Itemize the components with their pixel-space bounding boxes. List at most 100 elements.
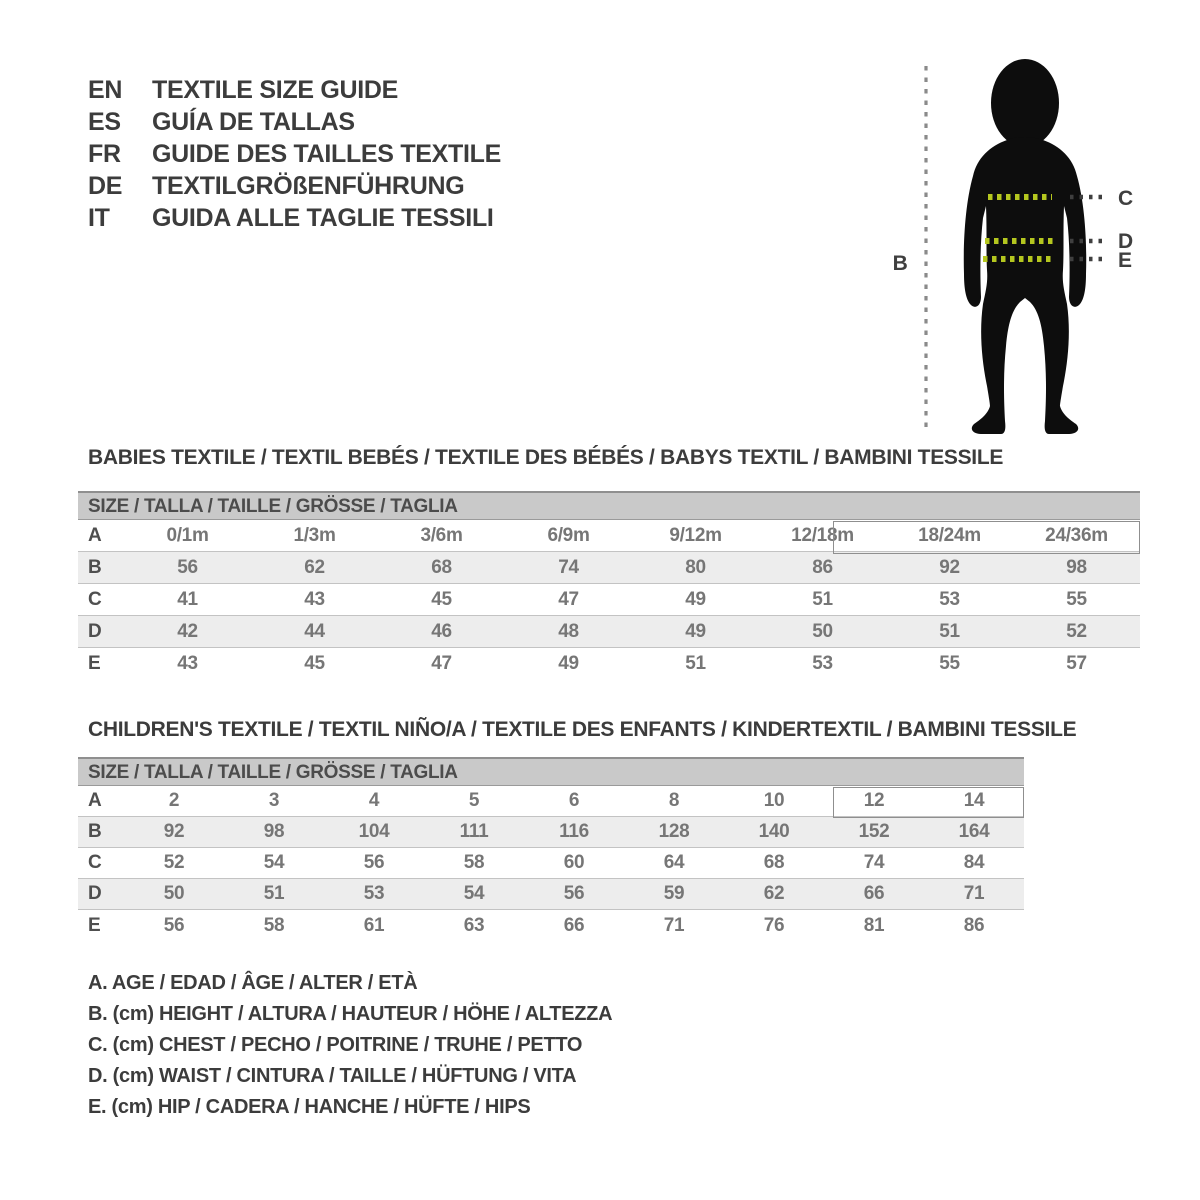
table-cell: 49 [685, 620, 706, 642]
language-code: IT [88, 204, 110, 232]
table-cell: 4 [368, 790, 380, 811]
table-row-B: B 92 98 104 111 116 128 140 152 164 [78, 817, 1024, 848]
table-cell: 56 [563, 883, 585, 904]
language-title: GUIDA ALLE TAGLIE TESSILI [152, 204, 494, 232]
row-label: E [88, 914, 101, 936]
language-list: EN TEXTILE SIZE GUIDE ES GUÍA DE TALLAS FR GU… [88, 74, 501, 234]
table-cell: 62 [763, 883, 785, 904]
table-row-B: B 56 62 68 74 80 86 92 98 [78, 552, 1140, 584]
table-cell: 62 [304, 556, 325, 578]
table-cell: 56 [177, 556, 198, 578]
table-cell: 43 [304, 588, 325, 610]
table-cell: 12 [863, 790, 885, 811]
table-cell: 54 [463, 883, 485, 904]
children-table-body: A 2 3 4 5 6 8 10 12 14 B 92 98 104 111 116 128 140 152 164 C… [78, 786, 1024, 941]
row-label: C [88, 852, 102, 873]
babies-table-body: A 0/1m 1/3m 3/6m 6/9m 9/12m 12/18m 18/24m 24/36m… [78, 520, 1140, 680]
silhouette-body [963, 137, 1087, 434]
language-row: FR GUIDE DES TAILLES TEXTILE [88, 138, 501, 170]
table-cell: 152 [858, 821, 890, 842]
table-cell: 6 [568, 790, 580, 811]
table-cell: 61 [363, 914, 385, 936]
table-row-A: A 0/1m 1/3m 3/6m 6/9m 9/12m 12/18m 18/24m 24/36m [78, 520, 1140, 552]
table-cell: 54 [263, 852, 285, 873]
language-code: EN [88, 76, 123, 104]
table-cell: 45 [431, 588, 452, 610]
table-cell: 45 [304, 653, 325, 674]
row-label: A [88, 524, 102, 546]
table-cell: 10 [763, 790, 785, 811]
table-cell: 14 [963, 790, 985, 811]
table-cell: 52 [1066, 620, 1087, 642]
table-cell: 44 [304, 620, 325, 642]
table-cell: 64 [663, 852, 685, 873]
table-cell: 55 [939, 653, 960, 674]
language-code: ES [88, 108, 121, 136]
table-cell: 74 [558, 556, 579, 578]
table-row-A: A 2 3 4 5 6 8 10 12 14 [78, 786, 1024, 817]
table-cell: 56 [363, 852, 385, 873]
table-row-C: C 41 43 45 47 49 51 53 55 [78, 584, 1140, 616]
measurement-legend: A. AGE / EDAD / ÂGE / ALTER / ETÀ B. (cm)… [88, 968, 613, 1123]
label-e: E [1118, 249, 1132, 272]
table-cell: 5 [468, 790, 480, 811]
table-cell: 63 [463, 914, 485, 936]
table-cell: 43 [177, 653, 198, 674]
table-cell: 92 [163, 821, 185, 842]
language-title: GUIDE DES TAILLES TEXTILE [152, 140, 502, 168]
label-d: D [1118, 230, 1133, 253]
table-cell: 56 [163, 914, 185, 936]
table-cell: 53 [939, 588, 960, 610]
language-row: EN TEXTILE SIZE GUIDE [88, 74, 501, 106]
table-cell: 51 [812, 588, 833, 610]
table-cell: 68 [763, 852, 785, 873]
table-cell: 1/3m [293, 524, 336, 546]
table-cell: 66 [563, 914, 585, 936]
table-cell: 66 [863, 883, 885, 904]
table-cell: 41 [177, 588, 198, 610]
language-title: TEXTILE SIZE GUIDE [152, 76, 399, 104]
table-cell: 60 [563, 852, 585, 873]
size-header-row: SIZE / TALLA / TAILLE / GRÖSSE / TAGLIA [78, 491, 1140, 520]
table-cell: 51 [685, 653, 706, 674]
table-cell: 57 [1066, 653, 1087, 674]
table-cell: 59 [663, 883, 685, 904]
child-silhouette-svg: B C D E [893, 59, 1133, 434]
table-cell: 128 [658, 821, 690, 842]
table-cell: 6/9m [547, 524, 590, 546]
legend-item: D. (cm) WAIST / CINTURA / TAILLE / HÜFTU… [88, 1065, 577, 1087]
table-cell: 86 [963, 914, 985, 936]
table-cell: 42 [177, 620, 198, 642]
table-cell: 111 [459, 821, 489, 842]
table-cell: 3/6m [420, 524, 463, 546]
table-cell: 76 [763, 914, 785, 936]
table-cell: 9/12m [669, 524, 722, 546]
child-figure: B C D E [870, 46, 1160, 446]
legend-item: A. AGE / EDAD / ÂGE / ALTER / ETÀ [88, 972, 418, 994]
table-cell: 3 [268, 790, 280, 811]
table-cell: 51 [263, 883, 285, 904]
table-cell: 164 [958, 821, 990, 842]
table-cell: 47 [431, 653, 452, 674]
babies-size-table: SIZE / TALLA / TAILLE / GRÖSSE / TAGLIA … [78, 491, 1140, 680]
table-cell: 98 [1066, 556, 1087, 578]
table-cell: 50 [163, 883, 185, 904]
table-cell: 53 [812, 653, 833, 674]
label-b: B [893, 252, 908, 275]
table-cell: 55 [1066, 588, 1087, 610]
table-cell: 47 [558, 588, 579, 610]
table-cell: 71 [963, 883, 985, 904]
babies-section-title: BABIES TEXTILE / TEXTIL BEBÉS / TEXTILE … [88, 446, 1004, 469]
table-cell: 140 [758, 821, 790, 842]
language-row: ES GUÍA DE TALLAS [88, 106, 501, 138]
table-row-D: D 42 44 46 48 49 50 51 52 [78, 616, 1140, 648]
table-cell: 104 [358, 821, 390, 842]
table-cell: 12/18m [791, 524, 854, 546]
table-cell: 92 [939, 556, 960, 578]
table-cell: 50 [812, 620, 833, 642]
language-title: TEXTILGRÖßENFÜHRUNG [152, 172, 465, 200]
table-cell: 49 [558, 653, 579, 674]
table-row-C: C 52 54 56 58 60 64 68 74 84 [78, 848, 1024, 879]
table-row-D: D 50 51 53 54 56 59 62 66 71 [78, 879, 1024, 910]
